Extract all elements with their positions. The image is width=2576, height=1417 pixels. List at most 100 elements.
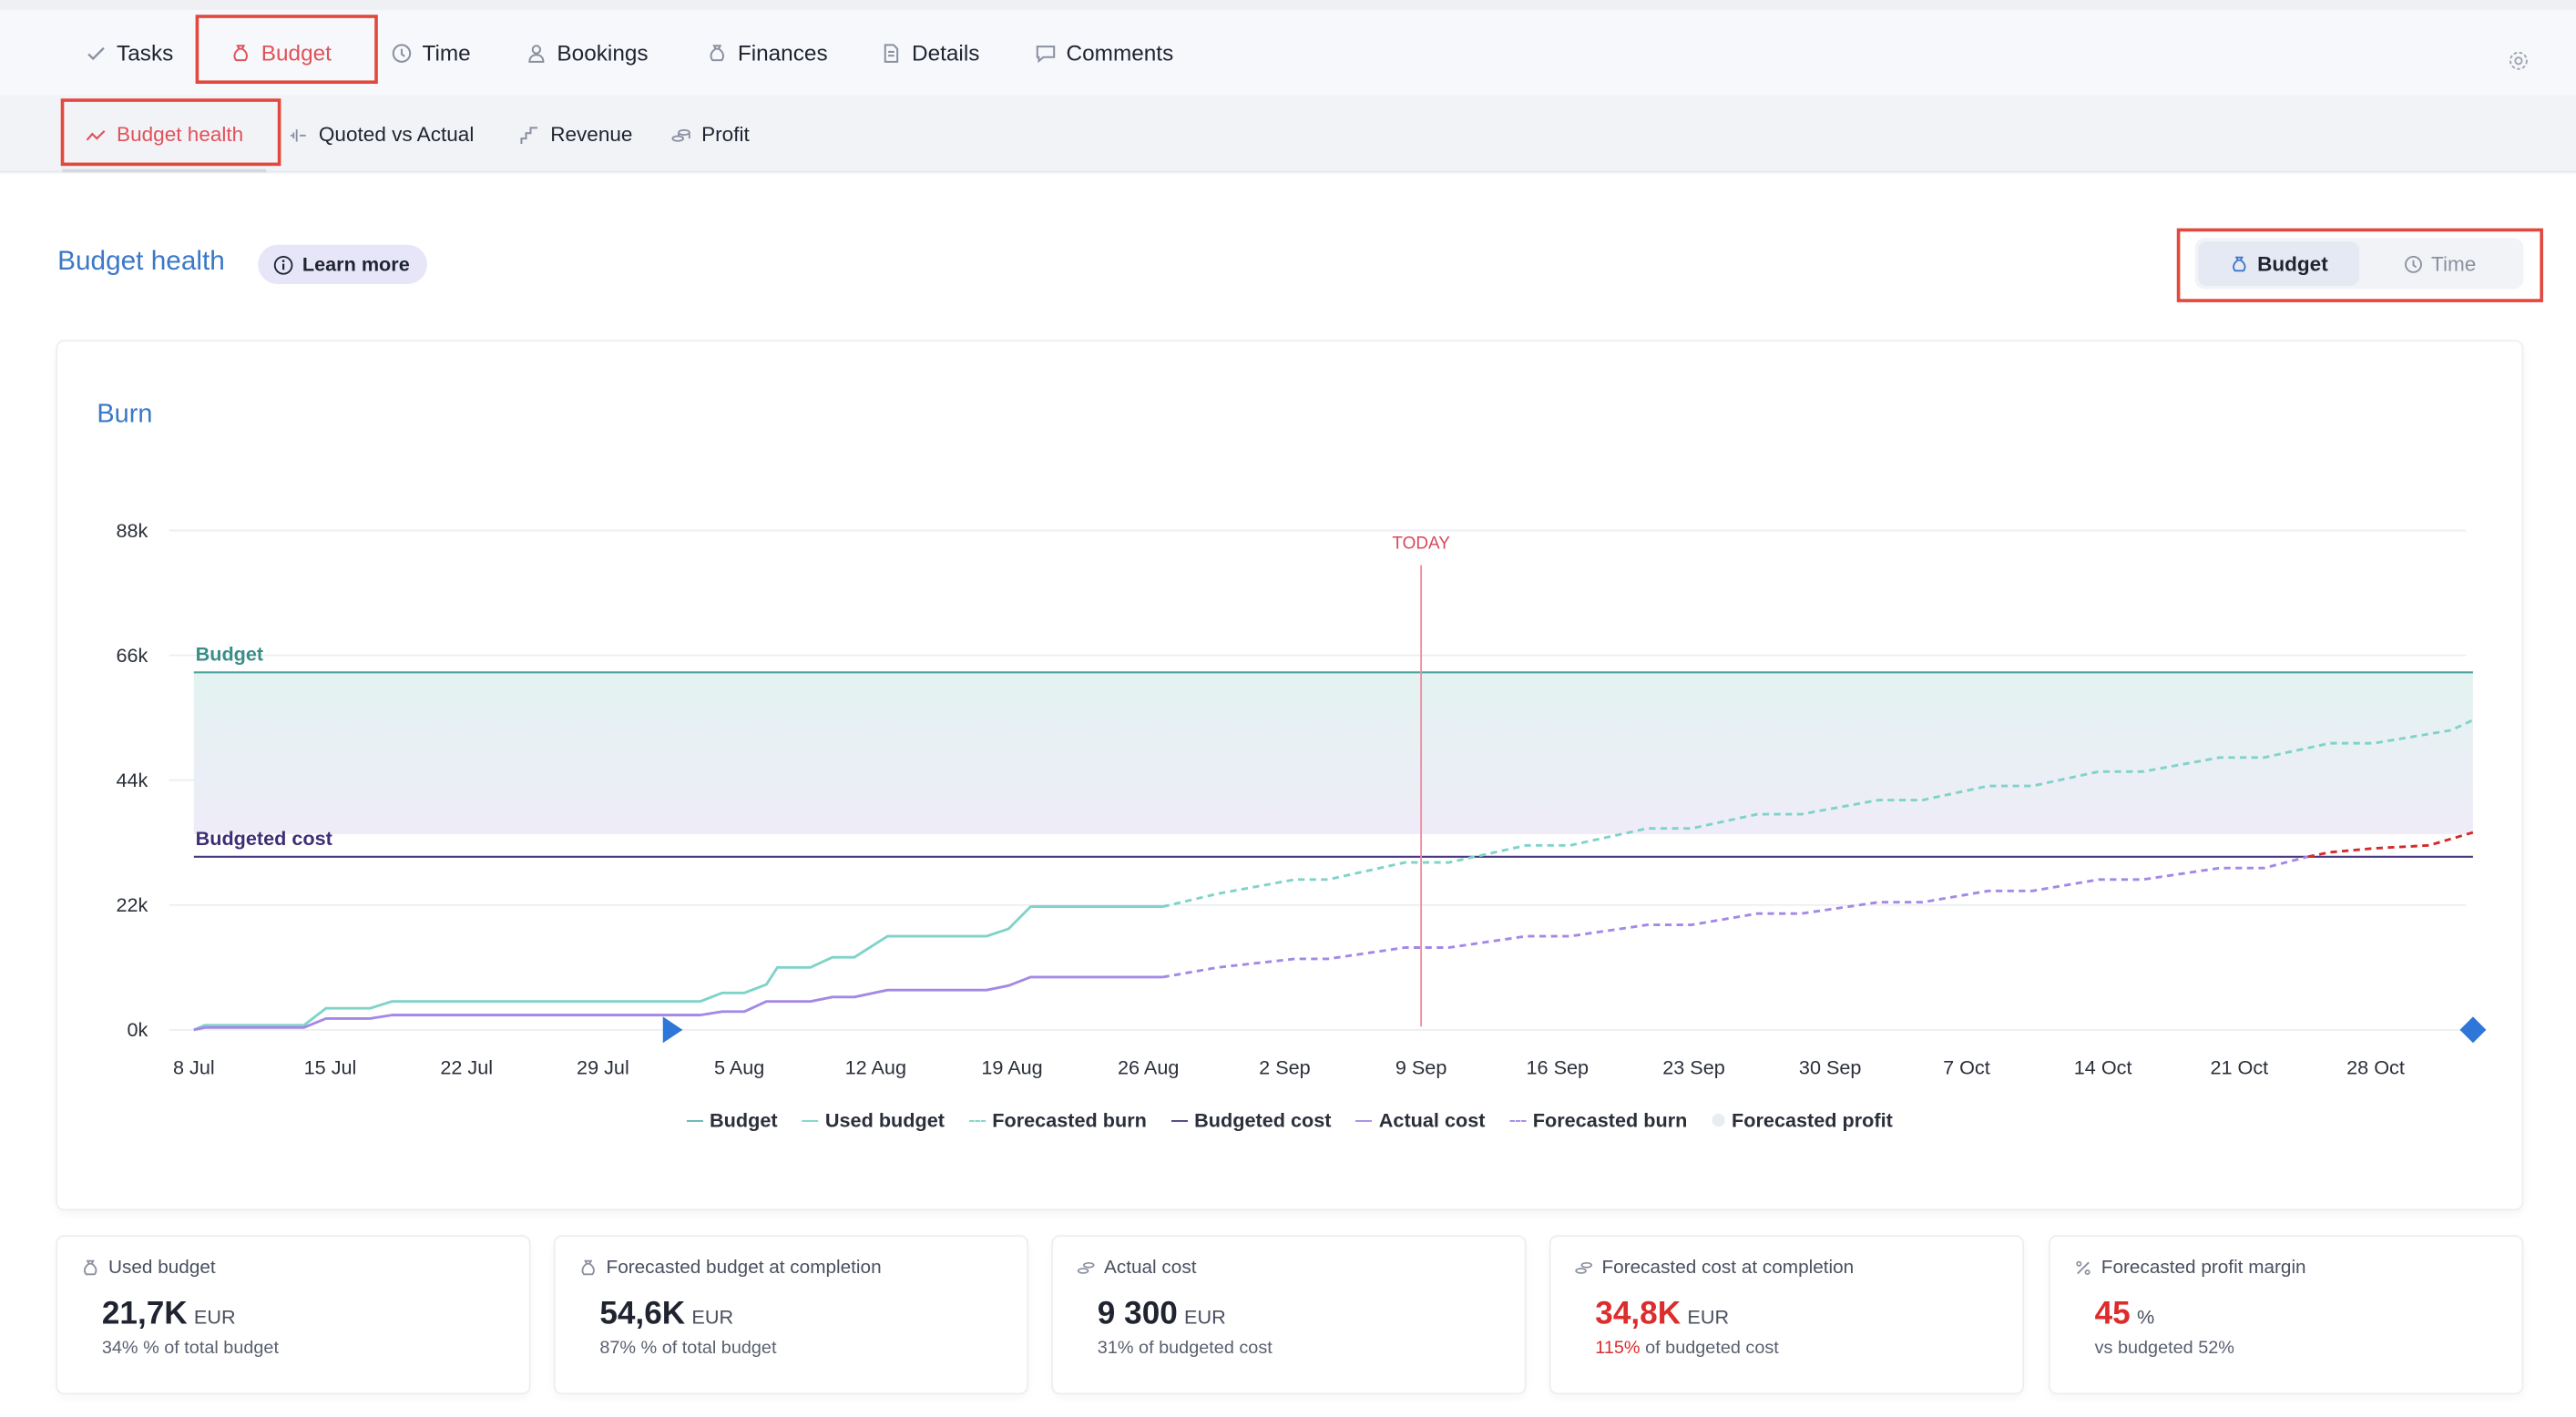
subtab-quoted-vs-actual[interactable]: Quoted vs Actual [288, 115, 475, 154]
chat-icon [1035, 42, 1056, 63]
tab-time[interactable]: Time [372, 26, 491, 79]
kpi-sub-text: % of total budget [636, 1338, 777, 1359]
subtab-label: Profit [701, 123, 750, 147]
tab-label: Details [911, 40, 980, 66]
kpi-unit: EUR [1184, 1305, 1226, 1330]
money-bag-icon [80, 1259, 100, 1279]
gear-icon[interactable] [2507, 49, 2530, 72]
x-tick-label: 5 Aug [714, 1056, 764, 1079]
x-tick-label: 29 Jul [577, 1056, 629, 1079]
forecasted-burn-cost-series [1162, 855, 2309, 979]
kpi-value: 34,8K [1595, 1296, 1682, 1332]
y-tick-label: 44k [116, 769, 148, 791]
legend-item[interactable]: Forecasted burn [1509, 1108, 1687, 1132]
burn-chart: 0k 22k 44k 66k 88k 8 Jul 15 Jul 22 Jul 29 Jul 5 A… [116, 519, 2487, 1079]
x-tick-label: 16 Sep [1527, 1056, 1590, 1079]
legend-swatch [1509, 1119, 1527, 1121]
burn-chart-card: Burn 0k 22k 44k 66k 88k 8 Jul 15 Jul 22 Jul 29 J… [57, 342, 2522, 1209]
step-chart-icon [519, 124, 540, 145]
subtab-label: Budget health [117, 123, 244, 147]
project-tabs: Tasks Budget Time Bookings Finances Deta… [0, 9, 2576, 96]
legend-swatch [1355, 1119, 1373, 1121]
budget-line-label: Budget [196, 643, 263, 666]
legend-item[interactable]: Forecasted profit [1712, 1108, 1893, 1132]
kpi-value: 9 300 [1097, 1296, 1178, 1332]
tab-comments[interactable]: Comments [1016, 26, 1193, 79]
x-tick-label: 9 Sep [1395, 1056, 1447, 1079]
coins-icon [1574, 1259, 1594, 1279]
tab-bookings[interactable]: Bookings [506, 26, 669, 79]
coins-icon [1076, 1259, 1096, 1279]
x-tick-label: 12 Aug [845, 1056, 906, 1079]
active-subtab-underline [62, 168, 267, 173]
kpi-unit: EUR [1687, 1305, 1730, 1330]
chart-title: Burn [97, 401, 153, 429]
money-bag-icon [230, 42, 251, 63]
tab-label: Comments [1066, 40, 1174, 66]
percent-icon [2073, 1259, 2093, 1279]
tab-finances[interactable]: Finances [687, 26, 847, 79]
legend-item[interactable]: Forecasted burn [969, 1108, 1147, 1132]
compare-icon [288, 124, 309, 145]
subtab-profit[interactable]: Profit [670, 115, 750, 154]
kpi-sub-text: of budgeted cost [1640, 1338, 1779, 1359]
y-tick-label: 66k [116, 644, 148, 667]
legend-item[interactable]: Used budget [802, 1108, 945, 1132]
start-marker [662, 1016, 683, 1044]
info-icon [272, 254, 293, 275]
tab-details[interactable]: Details [861, 26, 999, 79]
legend-label: Forecasted burn [992, 1108, 1147, 1132]
y-tick-label: 88k [116, 519, 148, 542]
highlight-box-budget-health [60, 98, 281, 167]
end-marker [2459, 1016, 2487, 1044]
x-tick-label: 26 Aug [1118, 1056, 1179, 1079]
legend-swatch [1712, 1113, 1725, 1127]
tab-label: Finances [737, 40, 828, 66]
kpi-sub-pct: 31% [1097, 1338, 1134, 1359]
kpi-card-used-budget: Used budget 21,7K EUR 34% % of total budg… [57, 1237, 529, 1393]
budget-time-toggle: Budget Time [2194, 238, 2524, 290]
kpi-card-actual-cost: Actual cost 9 300 EUR 31% of budgeted cos… [1053, 1237, 1525, 1393]
kpi-card-forecasted-cost: Forecasted cost at completion 34,8K EUR 1… [1550, 1237, 2023, 1393]
kpi-title: Forecasted budget at completion [606, 1258, 882, 1279]
kpi-sub-pct: 34% [101, 1338, 138, 1359]
x-tick-label: 8 Jul [173, 1056, 215, 1079]
subtab-revenue[interactable]: Revenue [519, 115, 633, 154]
subtab-label: Revenue [550, 123, 633, 147]
legend-swatch [686, 1119, 703, 1121]
forecasted-overrun-series [2307, 831, 2474, 859]
toggle-budget-label: Budget [2257, 251, 2328, 276]
legend-label: Budgeted cost [1194, 1108, 1332, 1132]
tab-label: Time [422, 40, 471, 66]
x-tick-label: 21 Oct [2210, 1056, 2268, 1079]
kpi-unit: EUR [691, 1305, 734, 1330]
tab-label: Budget [261, 40, 332, 66]
kpi-value: 21,7K [101, 1296, 188, 1332]
kpi-sub-text: vs budgeted 52% [2094, 1338, 2234, 1359]
kpi-unit: EUR [193, 1305, 236, 1330]
legend-label: Used budget [824, 1108, 945, 1132]
x-tick-label: 28 Oct [2346, 1056, 2405, 1079]
document-icon [881, 42, 902, 63]
clock-icon [391, 42, 412, 63]
toggle-budget-button[interactable]: Budget [2198, 241, 2359, 286]
toggle-time-button[interactable]: Time [2359, 241, 2520, 286]
x-tick-label: 22 Jul [440, 1056, 493, 1079]
tab-label: Bookings [557, 40, 649, 66]
legend-label: Actual cost [1378, 1108, 1486, 1132]
kpi-title: Forecasted profit margin [2101, 1258, 2306, 1279]
tab-label: Tasks [117, 40, 174, 66]
legend-item[interactable]: Budgeted cost [1170, 1108, 1332, 1132]
kpi-value: 45 [2094, 1296, 2131, 1332]
legend-item[interactable]: Actual cost [1355, 1108, 1486, 1132]
kpi-card-forecasted-budget: Forecasted budget at completion 54,6K EUR… [555, 1237, 1027, 1393]
legend-item[interactable]: Budget [686, 1108, 778, 1132]
tab-budget[interactable]: Budget [210, 26, 352, 79]
learn-more-button[interactable]: Learn more [258, 244, 428, 285]
subtab-budget-health[interactable]: Budget health [86, 115, 243, 154]
kpi-card-profit-margin: Forecasted profit margin 45% vs budgeted… [2050, 1237, 2522, 1393]
tab-tasks[interactable]: Tasks [66, 26, 193, 79]
kpi-sub-text: of budgeted cost [1133, 1338, 1273, 1359]
money-bag-icon [578, 1259, 598, 1279]
subtab-label: Quoted vs Actual [318, 123, 475, 147]
